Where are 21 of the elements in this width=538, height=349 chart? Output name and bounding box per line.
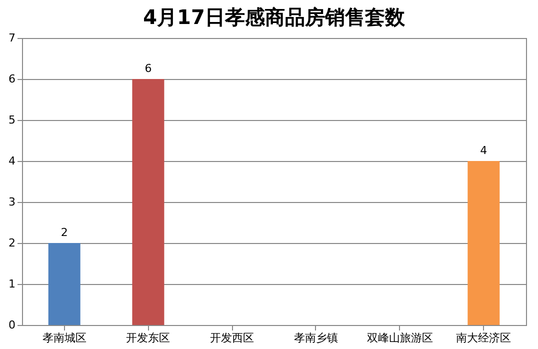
y-tick-label: 0 — [8, 318, 16, 332]
y-tick-label: 3 — [8, 196, 16, 208]
x-tick-label: 开发东区 — [126, 332, 170, 344]
y-tick-label: 7 — [8, 32, 16, 44]
y-tick-label: 5 — [8, 114, 16, 126]
data-label: 6 — [144, 62, 152, 75]
x-tick-label: 南大经济区 — [456, 332, 512, 344]
x-tick-label: 孝南城区 — [42, 332, 86, 344]
bar — [48, 243, 80, 325]
y-tick-label: 2 — [8, 236, 16, 250]
data-label: 2 — [60, 226, 68, 239]
data-label: 4 — [480, 144, 488, 157]
x-tick-label: 开发西区 — [210, 332, 254, 344]
bar — [132, 79, 164, 325]
y-tick-label: 4 — [8, 154, 16, 168]
chart-title: 4月17日孝感商品房销售套数 — [143, 5, 406, 29]
x-tick-label: 双峰山旅游区 — [366, 332, 433, 344]
bar — [468, 161, 500, 325]
y-tick-label: 6 — [8, 72, 16, 86]
y-tick-label: 1 — [8, 278, 16, 290]
x-tick-label: 孝南乡镇 — [294, 332, 338, 344]
